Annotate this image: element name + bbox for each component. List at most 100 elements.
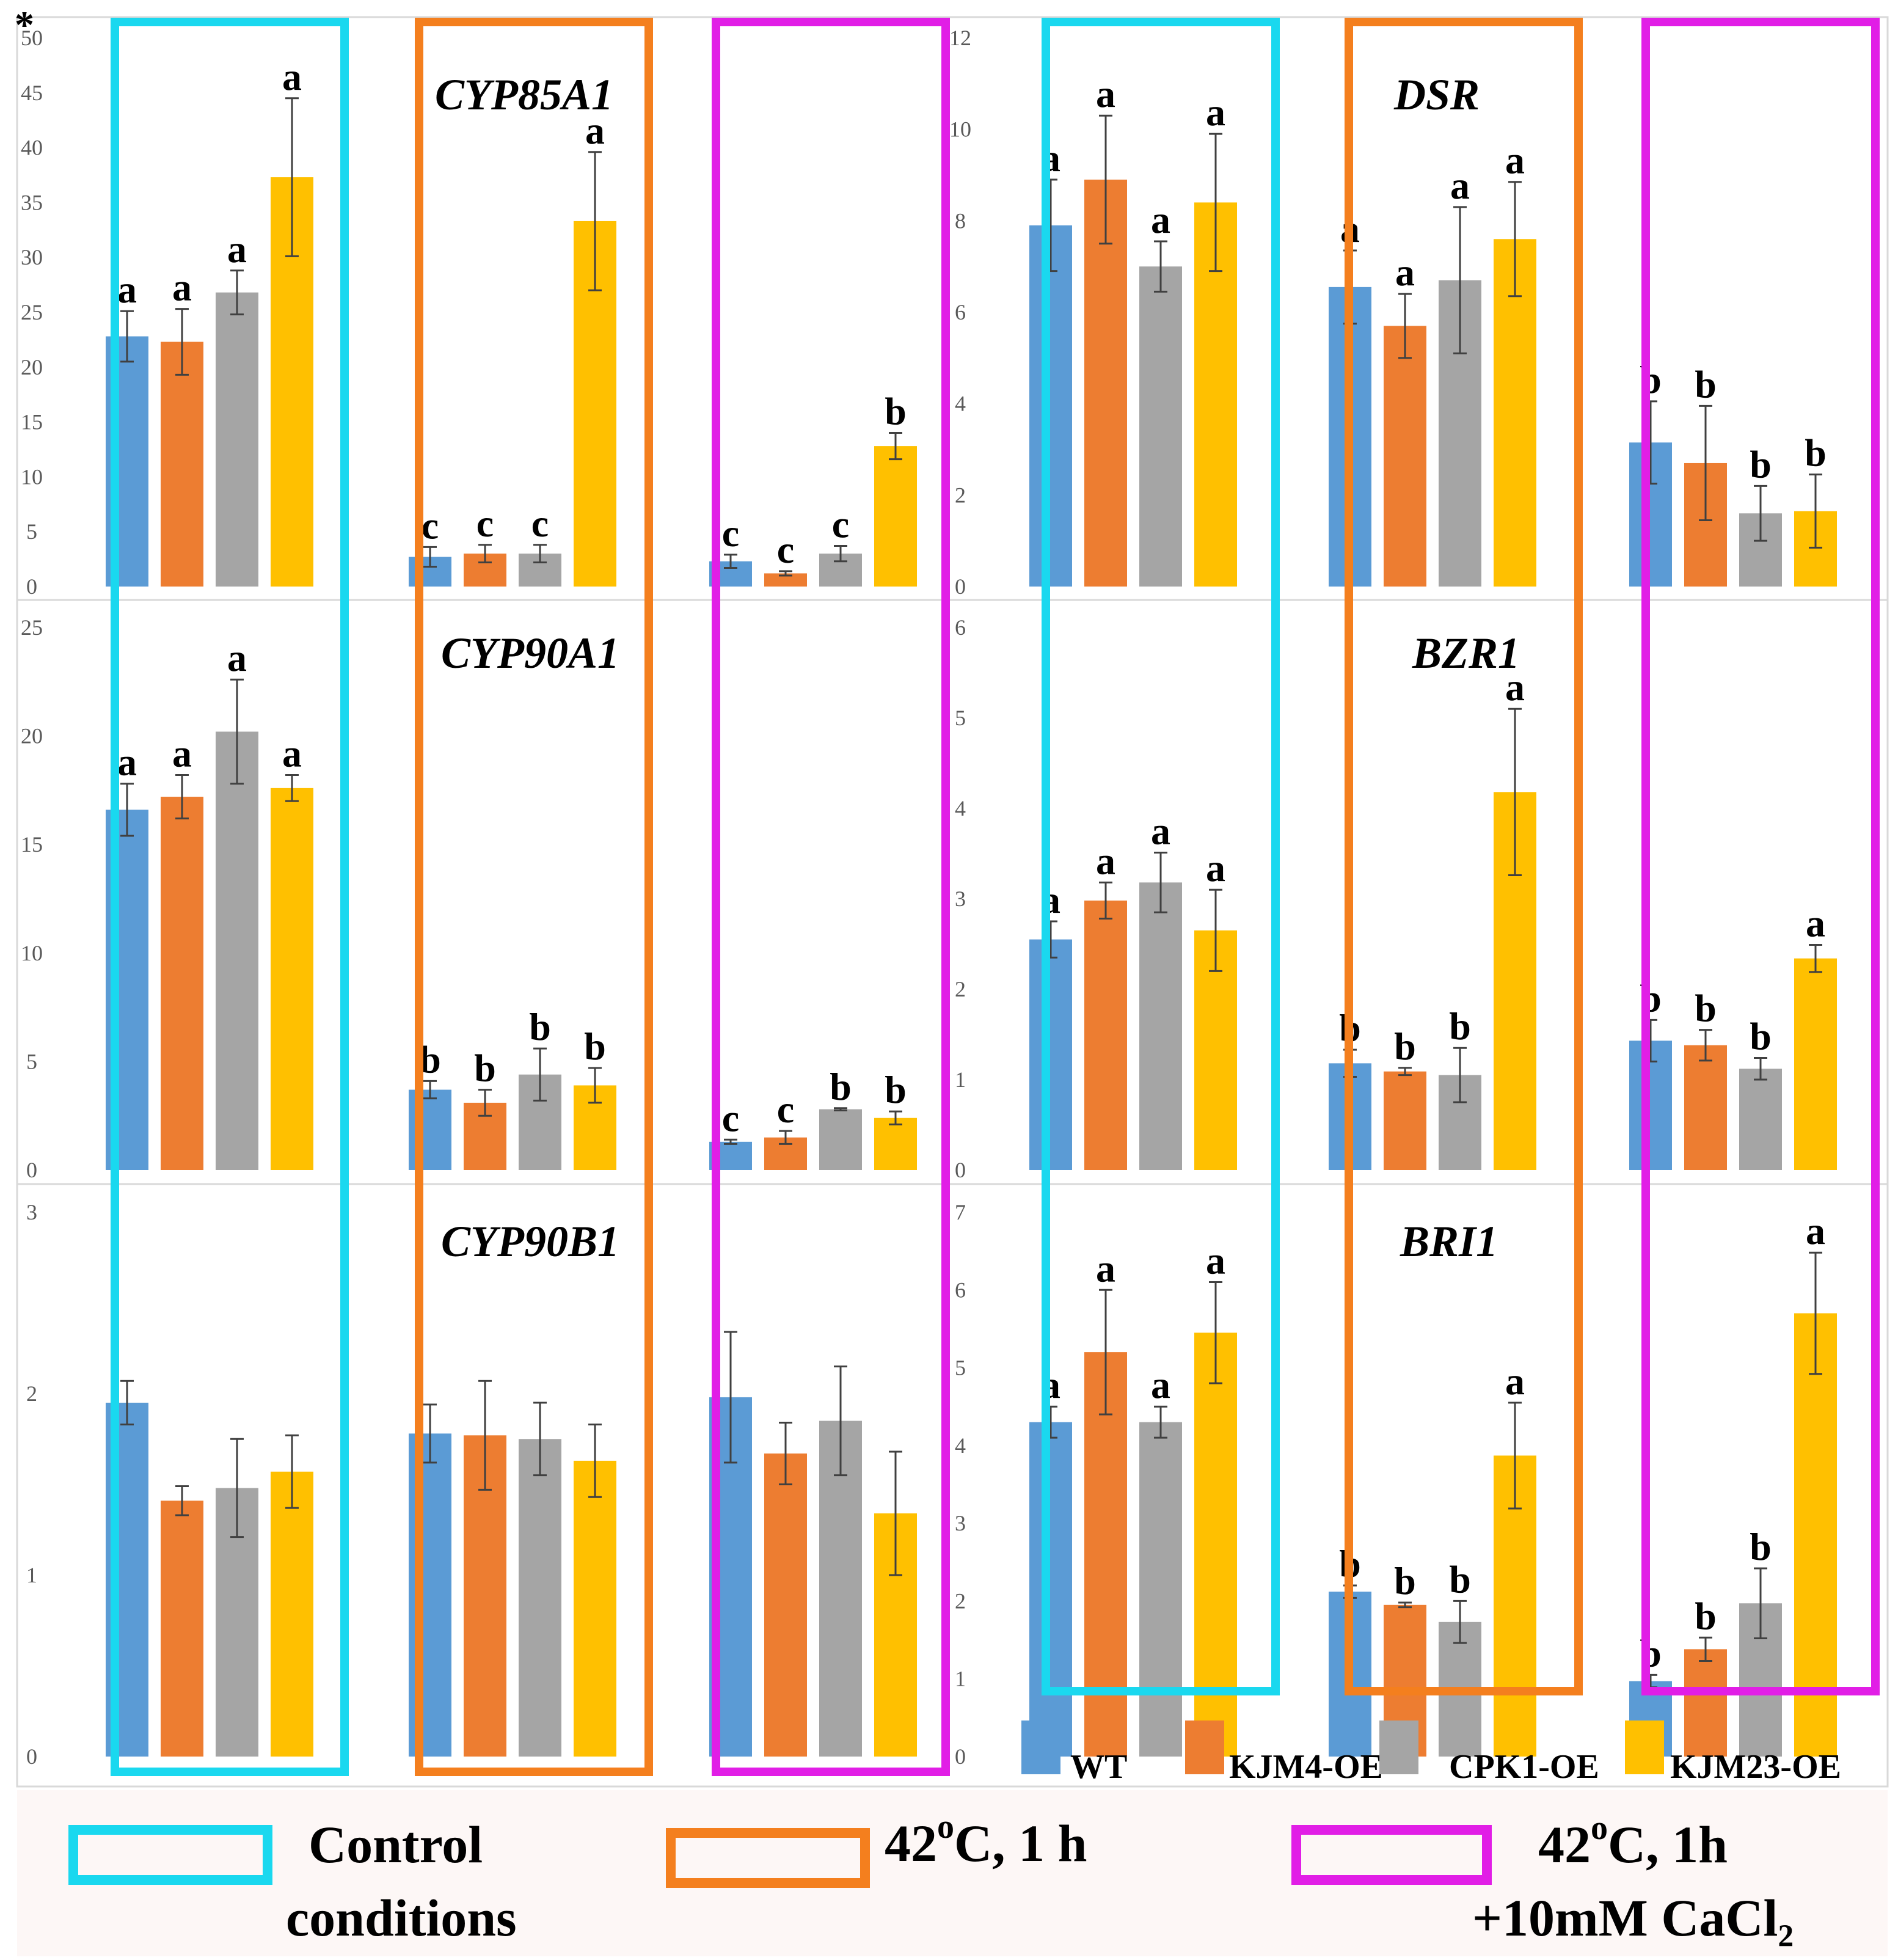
bar-kjm4-oe [1684,1649,1727,1757]
significance-label: a [117,740,137,784]
significance-label: a [172,266,192,309]
gene-title: CYP85A1 [435,70,613,119]
y-tick-label: 50 [21,26,43,50]
calcium-caption-rest: C, 1h [1608,1815,1728,1874]
significance-label: c [777,1088,794,1131]
heat-caption-rest: C, 1 h [954,1814,1087,1873]
y-tick-label: 5 [26,519,37,544]
bar-wt [1029,225,1072,587]
significance-label: b [1805,431,1827,475]
y-tick-label: 0 [26,574,37,599]
y-tick-label: 4 [955,1433,966,1458]
bar-cpk1-oe [216,292,258,587]
bar-kjm23-oe [1794,958,1837,1170]
heat-caption-number: 42 [885,1814,937,1873]
y-tick-label: 5 [26,1049,37,1073]
y-tick-label: 4 [955,796,966,821]
bar-kjm23-oe [1194,1333,1237,1757]
y-tick-label: 15 [21,832,43,857]
bar-kjm23-oe [874,1117,917,1170]
y-tick-label: 7 [955,1200,966,1224]
heat-box-left [415,18,653,1776]
y-tick-label: 6 [955,615,966,640]
significance-label: a [1450,164,1470,207]
calcium-caption-number: 42 [1538,1815,1591,1874]
bar-cpk1-oe [216,731,258,1170]
significance-label: b [885,1068,907,1111]
calcium-caption-line1: 42oC, 1h [1538,1809,1728,1874]
significance-label: a [1206,846,1225,890]
y-tick-label: 0 [955,574,966,599]
y-tick-label: 20 [21,724,43,748]
bar-kjm23-oe [874,446,917,587]
y-tick-label: 10 [21,464,43,489]
calcium-caption-line2: +10mM CaCl₂ [1472,1889,1794,1947]
significance-label: a [282,55,302,98]
significance-label: a [1806,1209,1825,1252]
significance-label: a [1151,1363,1170,1406]
control-caption-line1: Control [308,1815,483,1874]
y-tick-label: 12 [949,26,971,50]
significance-label: b [1750,1014,1772,1058]
significance-label: c [531,502,549,545]
gene-title: BRI1 [1400,1217,1498,1266]
heat-box-right [1345,18,1583,1695]
y-tick-label: 1 [26,1563,37,1587]
legend-swatch-kjm23-oe [1625,1720,1664,1774]
y-tick-label: 2 [955,483,966,507]
y-tick-label: 1 [955,1667,966,1691]
bar-kjm23-oe [271,1471,313,1757]
bar-kjm4-oe [161,797,203,1170]
legend-swatch-kjm4-oe [1185,1720,1224,1774]
significance-label: a [172,732,192,775]
bar-cpk1-oe [1139,1422,1182,1757]
y-tick-label: 35 [21,190,43,214]
y-tick-label: 25 [21,300,43,324]
y-tick-label: 2 [955,977,966,1001]
y-tick-label: 3 [26,1200,37,1224]
significance-label: b [1449,1557,1471,1601]
bar-kjm4-oe [1684,1045,1727,1170]
y-tick-label: 5 [955,706,966,730]
significance-label: c [722,1096,739,1139]
y-tick-label: 0 [26,1744,37,1769]
significance-label: b [529,1005,551,1048]
significance-label: b [885,390,907,433]
significance-label: b [830,1065,852,1108]
significance-label: b [1394,1559,1416,1603]
bar-cpk1-oe [819,1109,862,1170]
y-tick-label: 0 [955,1744,966,1769]
significance-label: a [1206,1239,1225,1282]
chart-cyp90b1: 0 1 2 3 CYP90B1 [26,1200,917,1769]
y-tick-label: 1 [955,1067,966,1092]
significance-label: a [1206,90,1225,134]
y-tick-label: 6 [955,300,966,324]
control-box-right [1042,18,1280,1695]
gene-title: CYP90A1 [441,629,619,678]
legend-label-kjm23-oe: KJM23-OE [1670,1748,1841,1786]
bar-wt [1029,1422,1072,1757]
significance-label: c [722,511,739,555]
calcium-box-left [712,18,950,1776]
significance-label: b [1695,987,1717,1030]
significance-label: a [1505,139,1525,182]
y-tick-label: 2 [26,1381,37,1406]
calcium-box-right [1641,18,1880,1695]
y-tick-label: 45 [21,81,43,105]
y-tick-label: 0 [955,1158,966,1182]
legend-label-wt: WT [1070,1748,1127,1786]
significance-label: a [585,109,605,152]
bar-wt [1029,939,1072,1170]
significance-label: a [1096,839,1115,882]
panel-frame [16,16,1889,1788]
significance-label: a [1151,198,1170,241]
gene-title: CYP90B1 [441,1217,619,1266]
condition-boxes [111,18,1880,1776]
bar-kjm4-oe [161,1501,203,1757]
calcium-key-box [1291,1825,1492,1885]
legend-label-kjm4-oe: KJM4-OE [1229,1748,1383,1786]
significance-label: a [1395,250,1415,294]
